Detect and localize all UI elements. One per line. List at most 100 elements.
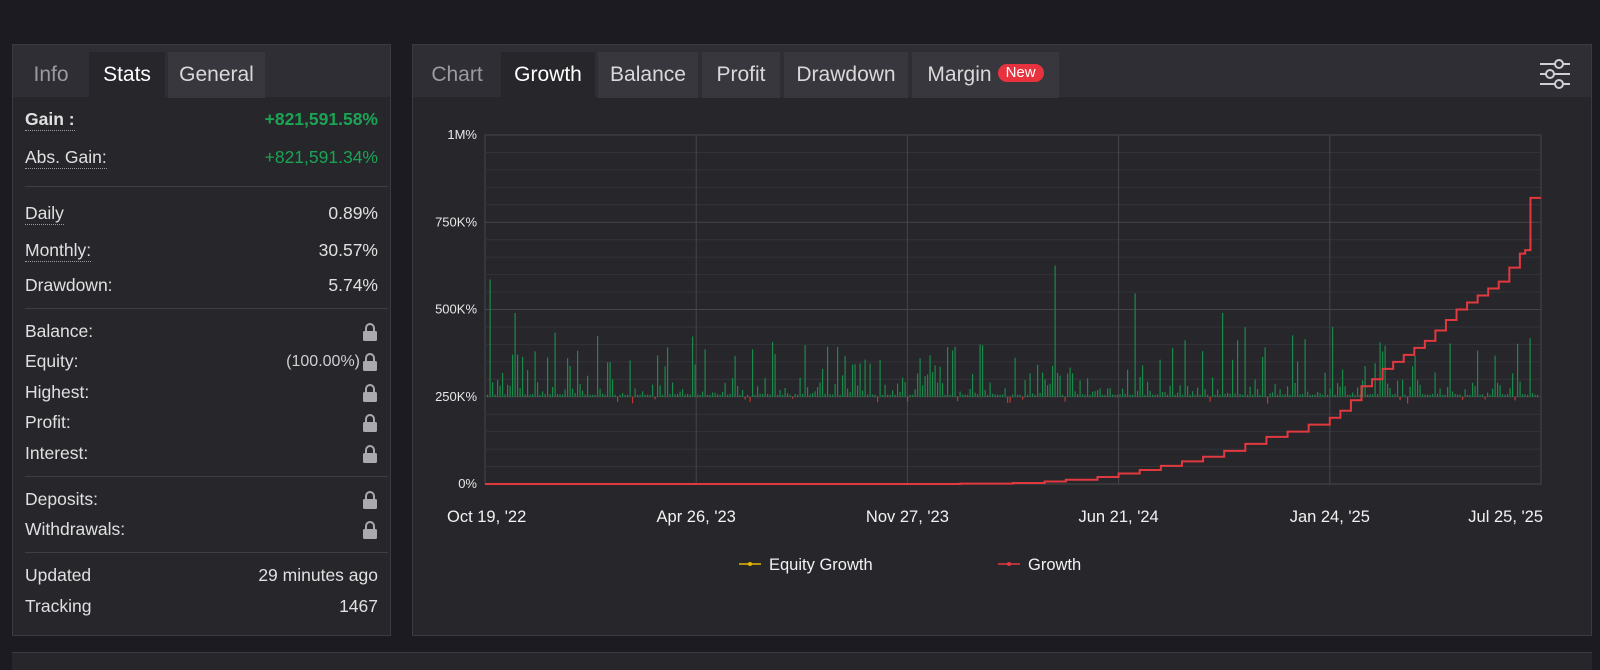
daily-bar (487, 394, 489, 397)
daily-bar (1322, 394, 1324, 397)
tab-stats[interactable]: Stats (89, 52, 165, 98)
daily-bar (1307, 391, 1309, 397)
daily-bar (1302, 393, 1304, 397)
tab-info[interactable]: Info (33, 63, 69, 86)
daily-bar (1474, 386, 1476, 397)
daily-bar (1164, 392, 1166, 397)
daily-bar (862, 390, 864, 397)
daily-bar (572, 388, 574, 397)
daily-bar (637, 394, 639, 397)
daily-bar-negative (744, 396, 746, 400)
daily-bar (1367, 394, 1369, 397)
daily-label[interactable]: Daily (25, 203, 64, 225)
daily-bar (644, 394, 646, 397)
daily-bar (827, 346, 829, 397)
daily-bar (1362, 380, 1364, 397)
lock-icon[interactable] (362, 412, 378, 433)
monthly-row: Monthly: 30.57% (25, 236, 378, 264)
daily-bars (487, 265, 1539, 404)
tab-balance[interactable]: Balance (598, 52, 698, 98)
daily-bar (679, 391, 681, 397)
daily-bar (1244, 326, 1246, 397)
tab-growth[interactable]: Growth (501, 52, 595, 98)
updated-row: Updated 29 minutes ago (25, 561, 378, 589)
daily-bar-negative (1009, 396, 1011, 403)
daily-bar (1149, 390, 1151, 397)
daily-bar (1409, 386, 1411, 397)
legend-equity-growth[interactable]: Equity Growth (769, 556, 873, 574)
tracking-value: 1467 (339, 596, 378, 616)
daily-bar (532, 393, 534, 397)
sliders-icon[interactable] (1539, 59, 1571, 89)
tab-margin-label: Margin (927, 63, 992, 86)
daily-bar (1207, 394, 1209, 397)
x-tick-label: Oct 19, '22 (447, 508, 526, 526)
daily-bar (824, 393, 826, 397)
daily-bar (494, 394, 496, 397)
daily-bar (1284, 394, 1286, 397)
daily-bar (1137, 390, 1139, 397)
daily-bar (1039, 392, 1041, 397)
daily-bar (1192, 391, 1194, 397)
daily-bar (837, 347, 839, 397)
daily-bar (629, 360, 631, 397)
gain-row: Gain : +821,591.58% (25, 105, 378, 133)
daily-bar (1174, 394, 1176, 397)
withdrawals-row: Withdrawals: (25, 515, 378, 543)
x-tick-label: Jun 21, '24 (1078, 508, 1158, 526)
y-tick-label: 750K% (435, 214, 477, 229)
daily-bar (567, 358, 569, 397)
daily-bar (579, 384, 581, 397)
lock-icon[interactable] (362, 321, 378, 342)
monthly-label[interactable]: Monthly: (25, 240, 92, 262)
daily-bar (1432, 393, 1434, 397)
daily-bar (982, 345, 984, 397)
tab-general[interactable]: General (168, 52, 265, 98)
lock-icon[interactable] (362, 351, 378, 372)
lock-icon[interactable] (362, 382, 378, 403)
daily-bar (1114, 394, 1116, 397)
lock-icon[interactable] (362, 489, 378, 510)
daily-bar (1169, 385, 1171, 397)
daily-bar (1517, 343, 1519, 397)
withdrawals-label: Withdrawals: (25, 519, 126, 539)
daily-bar (1127, 369, 1129, 397)
daily-bar (1299, 394, 1301, 397)
daily-bar (1229, 393, 1231, 397)
daily-bar-negative (1209, 396, 1211, 402)
chart-grid (484, 134, 1542, 485)
lock-icon[interactable] (362, 443, 378, 464)
daily-bar (919, 358, 921, 397)
tab-drawdown[interactable]: Drawdown (784, 52, 908, 98)
daily-bar (1292, 335, 1294, 397)
daily-bar (929, 355, 931, 397)
daily-bar (819, 382, 821, 397)
daily-bar (1172, 348, 1174, 397)
daily-bar (1054, 265, 1056, 397)
daily-bar (1019, 394, 1021, 397)
tab-profit[interactable]: Profit (702, 52, 780, 98)
daily-bar (729, 393, 731, 397)
deposits-label: Deposits: (25, 489, 98, 509)
daily-bar (1152, 394, 1154, 397)
legend-growth[interactable]: Growth (1028, 556, 1081, 574)
abs-gain-label[interactable]: Abs. Gain: (25, 147, 107, 169)
daily-bar (807, 387, 809, 397)
tab-margin[interactable]: Margin New (912, 52, 1059, 98)
daily-bar (884, 384, 886, 397)
daily-bar (994, 394, 996, 397)
x-tick-label: Nov 27, '23 (866, 508, 949, 526)
daily-bar (842, 375, 844, 397)
daily-bar (574, 392, 576, 397)
daily-bar (1317, 391, 1319, 397)
daily-bar (1377, 394, 1379, 397)
daily-bar (964, 394, 966, 397)
daily-bar (549, 394, 551, 397)
tab-chart[interactable]: Chart (431, 63, 483, 86)
gain-label[interactable]: Gain : (25, 109, 75, 131)
daily-bar (1034, 394, 1036, 397)
daily-bar (1062, 394, 1064, 397)
daily-bar (634, 388, 636, 397)
lock-icon[interactable] (362, 519, 378, 540)
daily-bar (987, 394, 989, 397)
